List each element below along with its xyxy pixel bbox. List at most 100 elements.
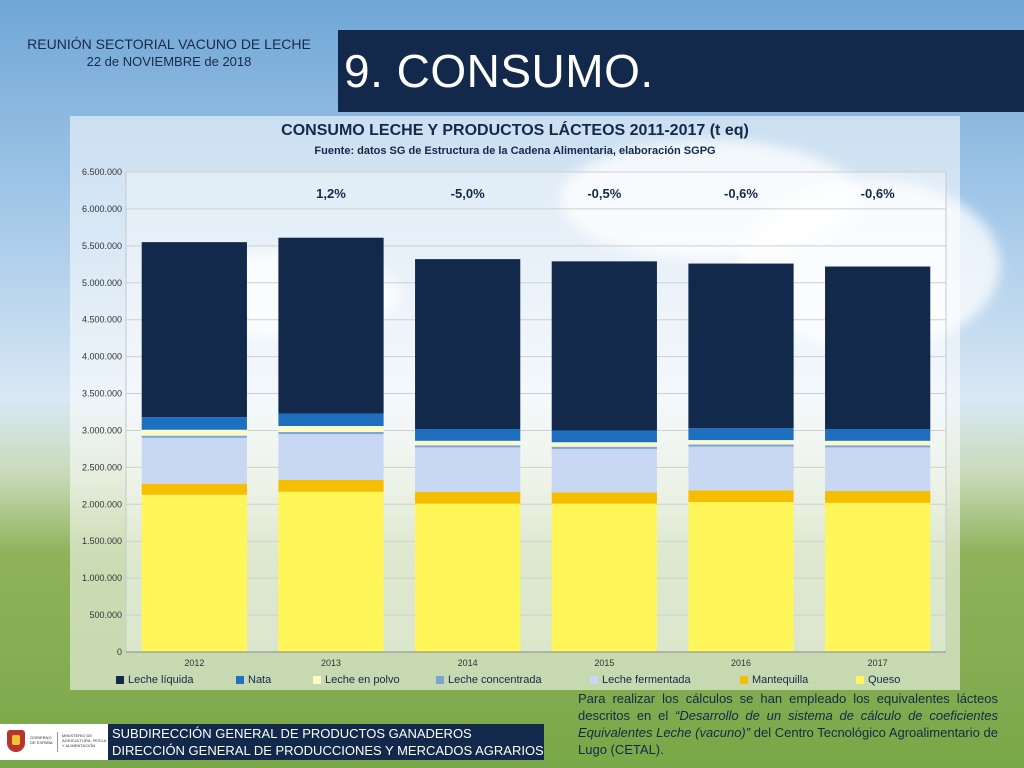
logo-gov-text: GOBIERNO DE ESPAÑA	[30, 735, 53, 745]
bar-segment	[141, 242, 247, 418]
legend-item: Leche fermentada	[590, 674, 691, 686]
bar-segment	[551, 492, 657, 504]
legend-swatch	[436, 676, 444, 685]
bar-segment	[825, 447, 931, 492]
bar-segment	[825, 266, 931, 429]
legend-label: Queso	[868, 674, 901, 686]
bar-segment	[825, 440, 931, 446]
bar-segment	[825, 428, 931, 441]
meeting-date: 22 de NOVIEMBRE de 2018	[86, 54, 252, 69]
chart-panel: 0 500.000 1.000.000 1.500.000 2.000.000 2.500…	[70, 116, 960, 690]
legend-label: Leche fermentada	[602, 674, 691, 686]
bar-segment	[551, 503, 657, 652]
legend-label: Nata	[248, 674, 272, 686]
legend-swatch	[313, 676, 321, 685]
bar-segment	[688, 446, 794, 491]
y-tick-label: 4.500.000	[82, 315, 122, 325]
slide-title: 9. CONSUMO.	[344, 45, 654, 97]
legend-item: Queso	[856, 674, 900, 686]
bar-segment	[551, 430, 657, 443]
y-tick-label: 2.500.000	[82, 462, 122, 472]
footer-bar: SUBDIRECCIÓN GENERAL DE PRODUCTOS GANADE…	[108, 724, 544, 760]
ministry-logo: GOBIERNO DE ESPAÑA MINISTERIO DE AGRICUL…	[0, 724, 108, 760]
plot-area	[125, 171, 947, 653]
y-tick-label: 2.000.000	[82, 499, 122, 509]
y-tick-label: 4.000.000	[82, 352, 122, 362]
bar-segment	[278, 237, 384, 414]
bar-segment	[278, 479, 384, 492]
x-tick-label: 2017	[868, 658, 888, 668]
legend-item: Leche líquida	[116, 674, 193, 686]
bar-segment	[278, 434, 384, 480]
bar-segment	[688, 263, 794, 429]
y-tick-label: 0	[117, 647, 122, 657]
bar-segment	[688, 444, 794, 447]
x-tick-label: 2014	[458, 658, 478, 668]
meeting-header: REUNIÓN SECTORIAL VACUNO DE LECHE 22 de …	[0, 36, 338, 69]
note-text-1: Para realizar los cálculos se han emplea…	[578, 691, 998, 723]
bar-segment	[688, 440, 794, 445]
bar-segment	[278, 413, 384, 427]
x-tick-label: 2016	[731, 658, 751, 668]
legend-swatch	[856, 676, 864, 685]
y-tick-label: 6.500.000	[82, 167, 122, 177]
bar-segment	[415, 447, 521, 492]
legend-item: Leche concentrada	[436, 674, 542, 686]
y-tick-label: 3.000.000	[82, 425, 122, 435]
bar-segment	[141, 429, 247, 436]
bar-segment	[141, 435, 247, 438]
legend-item: Leche en polvo	[313, 674, 400, 686]
change-annotation: -0,6%	[724, 186, 758, 201]
bar-segment	[415, 428, 521, 441]
change-annotation: -5,0%	[451, 186, 485, 201]
logo-ministry-text: MINISTERIO DE AGRICULTURA, PESCA Y ALIME…	[62, 733, 106, 748]
bar-segment	[688, 502, 794, 652]
y-tick-label: 5.500.000	[82, 241, 122, 251]
legend-item: Mantequilla	[740, 674, 808, 686]
y-tick-label: 1.000.000	[82, 573, 122, 583]
bar-segment	[825, 445, 931, 448]
y-tick-label: 1.500.000	[82, 536, 122, 546]
bar-segment	[551, 446, 657, 449]
legend-swatch	[236, 676, 244, 685]
change-annotation: 1,2%	[316, 186, 346, 201]
chart-subtitle: Fuente: datos SG de Estructura de la Cad…	[314, 145, 716, 157]
x-tick-label: 2012	[184, 658, 204, 668]
y-tick-label: 5.000.000	[82, 278, 122, 288]
bar-segment	[415, 503, 521, 652]
bar-segment	[825, 502, 931, 652]
bar-segment	[141, 494, 247, 652]
bar-segment	[278, 431, 384, 435]
bar-segment	[141, 417, 247, 430]
legend-label: Leche concentrada	[448, 674, 542, 686]
bar-segment	[551, 442, 657, 447]
note-text-2: del Centro Tecnológico Agroalimentario d…	[578, 725, 998, 757]
bar-segment	[415, 259, 521, 429]
legend-swatch	[740, 676, 748, 685]
y-tick-label: 3.500.000	[82, 389, 122, 399]
footer-line-2: DIRECCIÓN GENERAL DE PRODUCCIONES Y MERC…	[112, 743, 544, 758]
change-annotation: -0,5%	[587, 186, 621, 201]
bar-segment	[278, 426, 384, 432]
x-tick-label: 2015	[594, 658, 614, 668]
y-tick-label: 500.000	[89, 610, 122, 620]
note-source-title: “Desarrollo de un sistema de cálculo de …	[578, 708, 998, 740]
legend-swatch	[116, 676, 124, 685]
bar-segment	[278, 491, 384, 652]
bar-segment	[415, 445, 521, 448]
footer-line-1: SUBDIRECCIÓN GENERAL DE PRODUCTOS GANADE…	[112, 726, 472, 741]
coat-of-arms-icon	[7, 730, 25, 752]
bar-segment	[415, 440, 521, 446]
legend-label: Leche líquida	[128, 674, 194, 686]
bar-segment	[551, 261, 657, 431]
legend-item: Nata	[236, 674, 271, 686]
bar-segment	[141, 437, 247, 484]
bar-segment	[688, 490, 794, 503]
chart-title: CONSUMO LECHE Y PRODUCTOS LÁCTEOS 2011-2…	[281, 122, 749, 139]
stacked-bar-chart: 0 500.000 1.000.000 1.500.000 2.000.000 2.500…	[70, 116, 960, 690]
methodology-note: Para realizar los cálculos se han emplea…	[578, 690, 998, 758]
y-tick-label: 6.000.000	[82, 204, 122, 214]
x-tick-label: 2013	[321, 658, 341, 668]
legend-label: Mantequilla	[752, 674, 809, 686]
legend-swatch	[590, 676, 598, 685]
